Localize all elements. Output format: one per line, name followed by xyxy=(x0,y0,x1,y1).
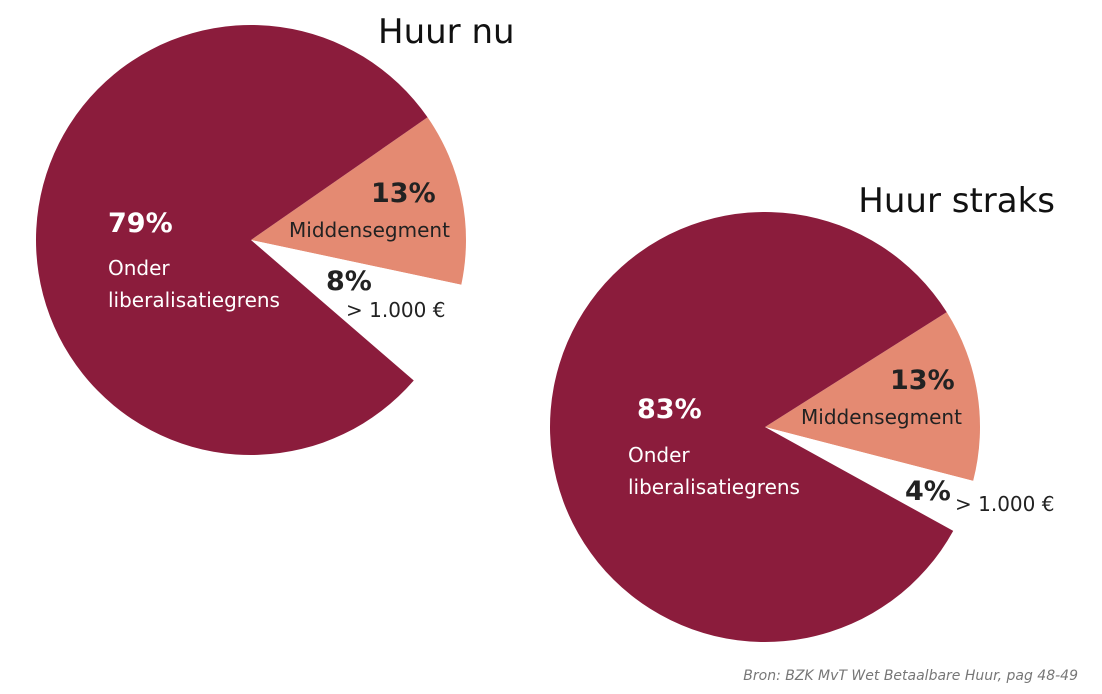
pie-slice xyxy=(251,240,462,381)
slice-label: > 1.000 € xyxy=(346,298,446,322)
value-label: 4% xyxy=(905,476,951,507)
pie-slice xyxy=(35,25,428,456)
value-label: 79% xyxy=(108,208,173,239)
value-label: 13% xyxy=(371,178,436,209)
slice-label: Onder liberalisatiegrens xyxy=(628,443,800,499)
pie-slice xyxy=(251,117,466,285)
value-label: 8% xyxy=(326,266,372,297)
pie-slice xyxy=(550,211,954,642)
source: Bron: BZK MvT Wet Betaalbare Huur, pag 4… xyxy=(743,668,1078,684)
chart-title: Huur nu xyxy=(378,12,515,52)
pie-slice xyxy=(765,427,974,531)
value-label: 13% xyxy=(890,365,955,396)
chart-title: Huur straks xyxy=(858,181,1055,221)
slice-label: Middensegment xyxy=(801,405,962,429)
pie-slice xyxy=(765,312,980,481)
value-label: 83% xyxy=(637,394,702,425)
slice-label: Onder liberalisatiegrens xyxy=(108,256,280,312)
slice-label: > 1.000 € xyxy=(955,492,1055,516)
slice-label: Middensegment xyxy=(289,218,450,242)
